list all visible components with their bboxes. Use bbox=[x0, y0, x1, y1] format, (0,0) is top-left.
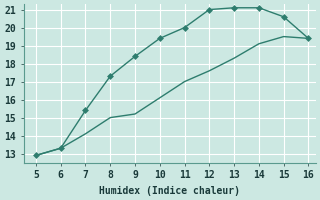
X-axis label: Humidex (Indice chaleur): Humidex (Indice chaleur) bbox=[99, 186, 240, 196]
